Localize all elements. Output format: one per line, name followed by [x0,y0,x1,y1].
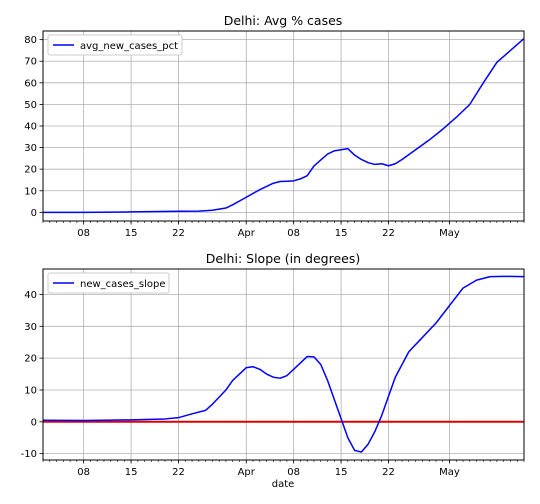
y-tick-label: 20 [24,354,37,365]
series-line-avg_new_cases_pct [43,37,525,214]
x-tick-label: 15 [335,228,348,239]
y-tick-label: -10 [21,449,37,460]
y-tick-label: 0 [31,208,37,219]
x-tick-label: 08 [77,467,90,478]
series-lines [42,275,525,453]
y-tick-label: 0 [31,417,37,428]
chart-title: Delhi: Avg % cases [224,13,343,28]
y-tick-label: 30 [24,143,37,154]
x-tick-label: 22 [172,467,185,478]
legend: avg_new_cases_pct [47,34,183,56]
legend-box [47,34,183,56]
plot-frame [42,30,525,222]
x-tick-label: 15 [125,228,138,239]
y-tick-label: 20 [24,165,37,176]
x-tick-label: 08 [287,228,300,239]
chart-title: Delhi: Slope (in degrees) [206,251,360,266]
legend-box [47,272,170,294]
x-tick-label: Apr [238,467,256,478]
y-tick-label: 70 [24,57,37,68]
plot-frame [42,268,525,461]
x-axis-label: date [272,479,295,490]
legend-label: avg_new_cases_pct [80,41,178,52]
y-tick-label: 40 [24,122,37,133]
series-line-new_cases_slope [42,275,525,453]
x-tick-label: 08 [287,467,300,478]
x-tick-label: 22 [382,228,395,239]
y-tick-label: 80 [24,35,37,46]
x-tick-label: 15 [125,467,138,478]
x-tick-label: 22 [172,228,185,239]
x-tick-label: May [439,228,460,239]
y-axis-ticks: -10 0 10 20 30 40 [21,290,43,460]
chart-panel-avg-cases: Delhi: Avg % cases 0 10 20 30 40 50 60 70 80 08 1… [24,13,525,239]
y-tick-label: 30 [24,322,37,333]
legend: new_cases_slope [47,272,170,294]
x-tick-label: May [439,467,460,478]
legend-label: new_cases_slope [80,279,165,290]
x-tick-label: 22 [382,467,395,478]
x-tick-label: 08 [77,228,90,239]
chart-panel-slope: Delhi: Slope (in degrees) -10 0 10 20 30 40 0… [21,251,525,490]
series-lines [43,37,525,214]
y-tick-label: 10 [24,385,37,396]
x-tick-label: 15 [335,467,348,478]
y-tick-label: 10 [24,186,37,197]
x-tick-label: Apr [238,228,256,239]
y-tick-label: 40 [24,290,37,301]
y-axis-ticks: 0 10 20 30 40 50 60 70 80 [24,35,43,219]
y-tick-label: 60 [24,78,37,89]
y-tick-label: 50 [24,100,37,111]
